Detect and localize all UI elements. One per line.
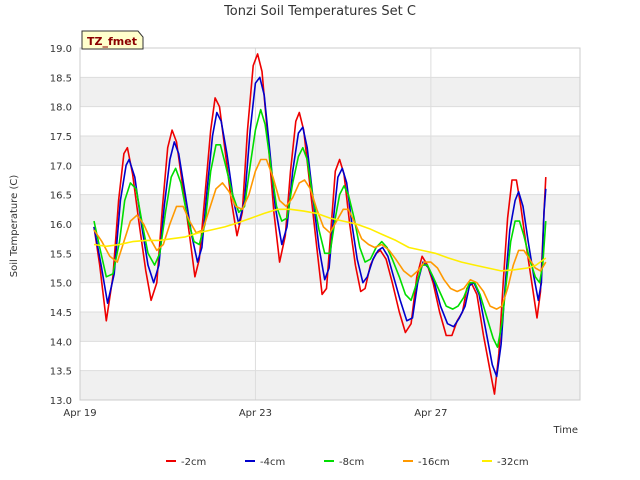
station-badge: TZ_fmet: [81, 30, 144, 50]
y-tick-label: 14.0: [50, 337, 72, 348]
y-tick-label: 19.0: [50, 44, 72, 55]
plot-band: [80, 312, 580, 342]
plot-band: [80, 370, 580, 400]
series-line-minus-8cm: [93, 108, 547, 348]
series-line-minus-16cm: [93, 158, 547, 310]
series-line-minus-32cm: [93, 208, 547, 272]
x-axis-label: Time: [553, 425, 578, 436]
y-tick-label: 16.0: [50, 220, 72, 231]
legend-label: -32cm: [497, 457, 529, 468]
x-tick-label: Apr 19: [63, 408, 96, 419]
x-tick-label: Apr 23: [239, 408, 272, 419]
badge-label: TZ_fmet: [87, 35, 137, 48]
plot-band: [80, 77, 580, 107]
chart-title: Tonzi Soil Temperatures Set C: [223, 4, 416, 19]
y-tick-label: 15.5: [50, 249, 72, 260]
legend-label: -8cm: [339, 457, 364, 468]
plot-band: [80, 194, 580, 224]
legend-label: -2cm: [181, 457, 206, 468]
y-tick-label: 14.5: [50, 308, 72, 319]
y-tick-label: 18.5: [50, 73, 72, 84]
y-tick-label: 13.0: [50, 396, 72, 407]
y-axis-label: Soil Temperature (C): [9, 175, 20, 278]
series-lines: [93, 53, 547, 395]
series-line-minus-4cm: [93, 76, 547, 378]
series-line-minus-2cm: [93, 53, 547, 395]
legend-label: -4cm: [260, 457, 285, 468]
x-tick-label: Apr 27: [414, 408, 447, 419]
x-tick-labels: Apr 19 Apr 23 Apr 27: [63, 408, 447, 419]
y-tick-label: 16.5: [50, 191, 72, 202]
plot-frame: [79, 47, 581, 401]
y-tick-labels: 13.0 13.5 14.0 14.5 15.0 15.5 16.0 16.5 17.0 17.5…: [50, 44, 72, 407]
legend: -2cm -4cm -8cm -16cm -32cm: [166, 457, 529, 468]
y-tick-label: 17.5: [50, 132, 72, 143]
y-tick-label: 15.0: [50, 279, 72, 290]
legend-label: -16cm: [418, 457, 450, 468]
y-tick-label: 18.0: [50, 103, 72, 114]
plot-band: [80, 136, 580, 166]
y-tick-label: 13.5: [50, 367, 72, 378]
y-tick-label: 17.0: [50, 161, 72, 172]
axes: [79, 47, 581, 401]
badge-box: [81, 30, 144, 50]
